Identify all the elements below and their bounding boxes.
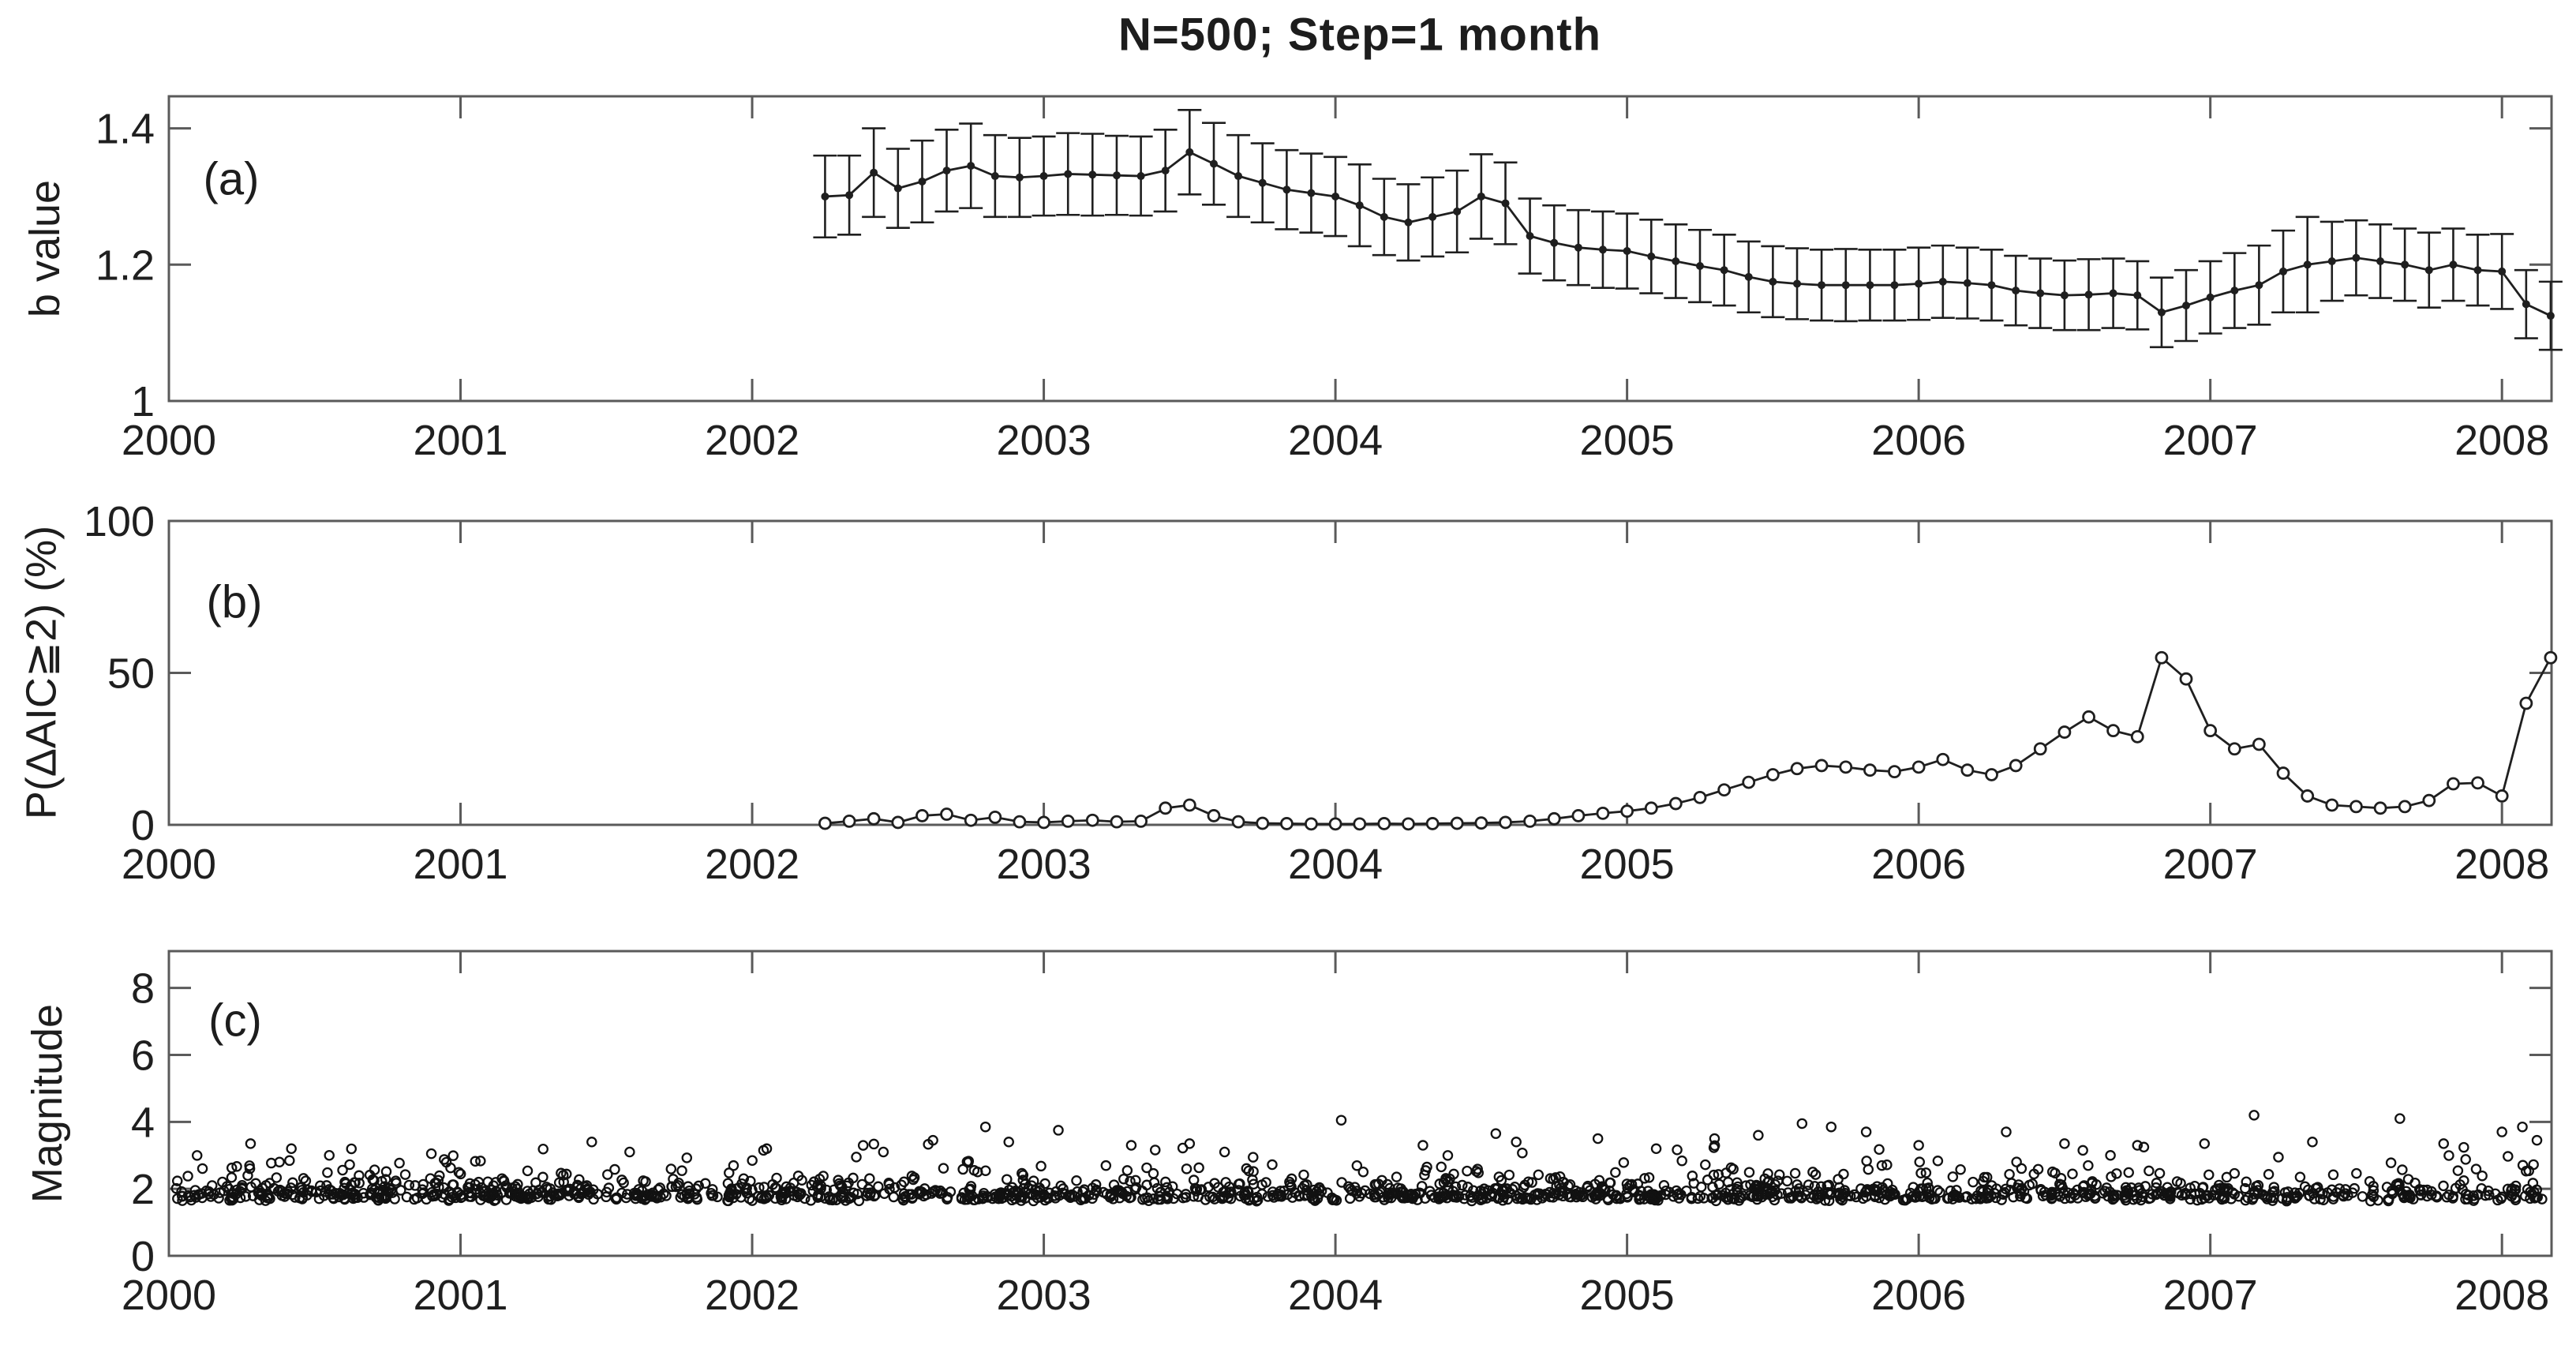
panel-c-xtick-label: 2001 — [413, 1272, 507, 1319]
magnitude-outlier-point — [245, 1138, 256, 1149]
panel-a-xtick-label: 2006 — [1871, 417, 1966, 464]
magnitude-outlier-point — [286, 1143, 297, 1155]
panel-a-letter: (a) — [203, 153, 260, 205]
magnitude-outlier-point — [878, 1146, 889, 1158]
magnitude-outlier-point — [1511, 1137, 1522, 1148]
panel-c-xtick-label: 2005 — [1580, 1272, 1675, 1319]
magnitude-outlier-point — [1709, 1133, 1720, 1145]
magnitude-outlier-point — [2394, 1113, 2406, 1124]
magnitude-outlier-point — [2199, 1138, 2211, 1149]
magnitude-outlier-point — [1335, 1115, 1347, 1126]
panel-b-ytick-label: 0 — [131, 802, 155, 849]
panel-b-xtick-label: 2004 — [1288, 841, 1383, 888]
magnitude-outlier-point — [586, 1137, 597, 1148]
b-value-line — [825, 151, 2552, 317]
panel-a-plot: 2000 2001 2002 2003 2004 2005 2006 2007 2008 1 1.2… — [95, 95, 2563, 464]
panel-a-xtick-label: 2002 — [705, 417, 799, 464]
panel-b-xtick-label: 2002 — [705, 841, 799, 888]
panel-b-xtick-label: 2000 — [122, 841, 216, 888]
panel-c-ytick-label: 6 — [131, 1032, 155, 1079]
probability-markers — [818, 650, 2558, 831]
panel-a-axes-box — [167, 95, 2553, 403]
panel-a-xtick-label: 2001 — [413, 417, 507, 464]
magnitude-outlier-point — [2001, 1126, 2012, 1137]
panel-b-xtick-label: 2006 — [1871, 841, 1966, 888]
panel-b-xtick-label: 2001 — [413, 841, 507, 888]
panel-b-xtick-label: 2003 — [996, 841, 1091, 888]
magnitude-outlier-point — [761, 1143, 773, 1155]
magnitude-outlier-point — [324, 1149, 335, 1161]
panel-a-ytick-label: 1 — [131, 378, 155, 425]
panel-b-xtick-label: 2008 — [2454, 841, 2549, 888]
magnitude-outlier-point — [1184, 1138, 1196, 1149]
panel-c-plot: 2000 2001 2002 2003 2004 2005 2006 2007 2008 0 2 4 6… — [122, 950, 2553, 1319]
magnitude-outlier-point — [2132, 1140, 2144, 1151]
magnitude-scatter — [170, 1110, 2548, 1207]
panel-c-letter: (c) — [208, 995, 262, 1047]
panel-b-letter: (b) — [206, 576, 263, 628]
b-value-markers — [821, 148, 2555, 320]
magnitude-outlier-point — [979, 1121, 991, 1133]
magnitude-outlier-point — [927, 1134, 938, 1146]
panel-a-ytick-label: 1.4 — [95, 106, 155, 153]
magnitude-outlier-point — [2531, 1134, 2543, 1146]
magnitude-outlier-point — [1860, 1126, 1872, 1137]
magnitude-outlier-point — [1417, 1140, 1428, 1151]
probability-line — [825, 655, 2552, 826]
panel-b-xtick-label: 2007 — [2163, 841, 2258, 888]
panel-c-ytick-label: 4 — [131, 1099, 155, 1146]
magnitude-outlier-point — [1825, 1121, 1837, 1133]
magnitude-outlier-point — [1913, 1140, 1924, 1151]
magnitude-outlier-point — [425, 1148, 437, 1160]
panel-a-ytick-label: 1.2 — [95, 242, 155, 289]
figure-title: N=500; Step=1 month — [1118, 9, 1602, 61]
panel-b-axes-box — [167, 519, 2553, 826]
panel-a-xtick-label: 2007 — [2163, 417, 2258, 464]
magnitude-outlier-point — [624, 1146, 635, 1158]
magnitude-outlier-point — [2248, 1110, 2260, 1121]
b-value-error-bars — [813, 108, 2563, 351]
magnitude-outlier-point — [1753, 1130, 1764, 1141]
magnitude-outlier-point — [1796, 1118, 1808, 1130]
magnitude-outlier-point — [1125, 1140, 1137, 1151]
panel-c-xtick-label: 2002 — [705, 1272, 799, 1319]
magnitude-outlier-point — [2517, 1121, 2528, 1133]
panel-c-ytick-label: 2 — [131, 1166, 155, 1213]
panel-c-ytick-label: 8 — [131, 965, 155, 1013]
magnitude-outlier-point — [1650, 1143, 1662, 1155]
panel-c-xtick-label: 2003 — [996, 1272, 1091, 1319]
panel-c-xtick-label: 2008 — [2454, 1272, 2549, 1319]
magnitude-outlier-point — [2307, 1137, 2318, 1148]
magnitude-outlier-point — [1219, 1146, 1230, 1158]
panel-b-ytick-label: 100 — [84, 498, 155, 545]
panel-a-xtick-label: 2008 — [2454, 417, 2549, 464]
panel-a-xtick-label: 2005 — [1580, 417, 1675, 464]
magnitude-outlier-point — [1592, 1133, 1604, 1145]
magnitude-outlier-point — [2496, 1126, 2507, 1137]
panel-b-plot: 2000 2001 2002 2003 2004 2005 2006 2007 2008 0 50 1… — [84, 498, 2558, 888]
panel-a-xtick-label: 2004 — [1288, 417, 1383, 464]
panel-a-ylabel: b value — [21, 179, 69, 318]
magnitude-outlier-point — [1490, 1128, 1502, 1139]
panel-a-xtick-label: 2000 — [122, 417, 216, 464]
panel-b-ylabel: P(ΔAIC≧2) (%) — [17, 525, 66, 820]
magnitude-outlier-point — [1003, 1137, 1014, 1148]
panel-c-xtick-label: 2000 — [122, 1272, 216, 1319]
panel-c-axes-box — [167, 950, 2553, 1257]
panel-b-xtick-label: 2005 — [1580, 841, 1675, 888]
panel-c-xtick-label: 2007 — [2163, 1272, 2258, 1319]
panel-c-ytick-label: 0 — [131, 1233, 155, 1280]
panel-c-xtick-label: 2006 — [1871, 1272, 1966, 1319]
magnitude-outlier-point — [2059, 1138, 2070, 1149]
magnitude-outlier-point — [2438, 1138, 2450, 1149]
magnitude-outlier-point — [1053, 1125, 1064, 1136]
panel-a-xtick-label: 2003 — [996, 417, 1091, 464]
panel-c-xtick-label: 2004 — [1288, 1272, 1383, 1319]
panel-c-ylabel: Magnitude — [24, 1003, 71, 1204]
panel-b-ytick-label: 50 — [107, 650, 155, 698]
